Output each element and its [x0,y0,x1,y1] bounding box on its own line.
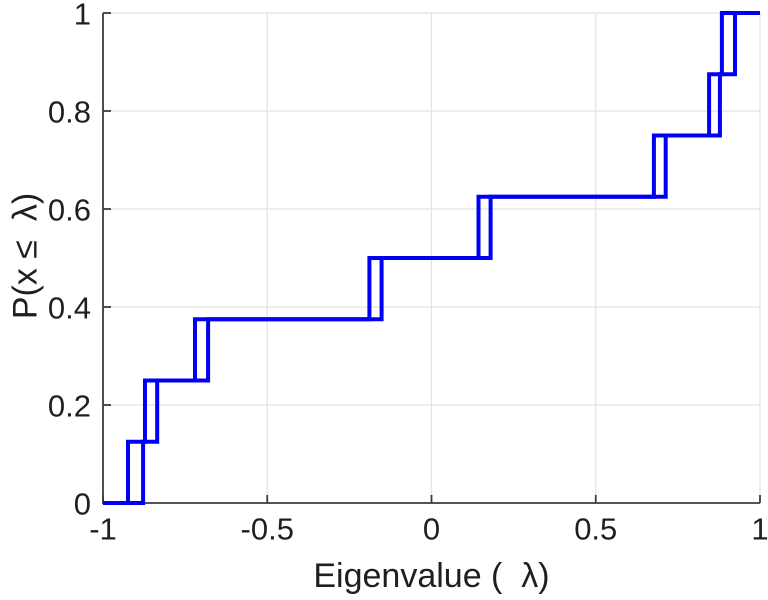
tick-labels: -1 -0.5 0 0.5 1 0 0.2 0.4 0.6 0.8 1 [48,0,768,547]
y-tick-label: 1 [74,0,91,32]
ecdf-curve-2 [103,11,760,505]
x-tick-label: 1 [751,512,768,547]
x-tick-label: -0.5 [241,512,294,547]
x-axis-label: Eigenvalue ( λ) [313,557,550,595]
y-axis-label: P(x ≤ λ) [6,192,45,320]
y-tick-label: 0.8 [48,95,91,130]
y-tick-label: 0.4 [48,291,91,326]
y-tick-label: 0.6 [48,193,91,228]
axes [102,12,761,504]
x-tick-label: 0 [423,512,440,547]
y-tick-label: 0.2 [48,389,91,424]
y-tick-label: 0 [74,487,91,522]
x-tick-label: 0.5 [574,512,617,547]
x-tick-label: -1 [89,512,117,547]
